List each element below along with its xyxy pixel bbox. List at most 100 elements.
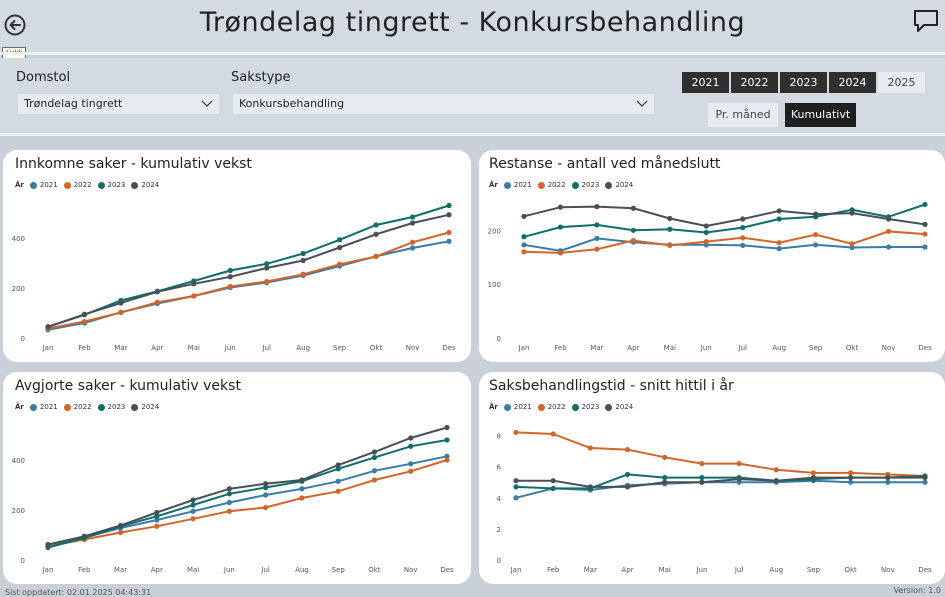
x-tick-label: Aug	[295, 566, 309, 574]
legend-title: År	[15, 181, 24, 189]
data-point-2023	[630, 227, 636, 233]
year-button-2024[interactable]: 2024	[829, 72, 876, 93]
legend-item-2023[interactable]: 2023	[571, 181, 599, 189]
data-point-2023	[513, 484, 519, 490]
legend-label: 2023	[107, 181, 126, 189]
data-point-2024	[409, 220, 416, 226]
x-tick-label: Des	[440, 566, 454, 574]
data-point-2024	[513, 478, 519, 484]
data-point-2024	[922, 474, 928, 481]
year-button-2021[interactable]: 2021	[682, 72, 729, 93]
x-tick-label: Feb	[554, 344, 567, 352]
data-point-2022	[371, 477, 378, 483]
data-point-2024	[624, 484, 631, 490]
data-point-2024	[227, 274, 233, 280]
x-tick-label: Apr	[151, 344, 163, 352]
data-point-2024	[885, 216, 892, 222]
year-button-2025[interactable]: 2025	[878, 72, 925, 93]
series-line-2022	[47, 231, 450, 330]
data-point-2022	[810, 470, 817, 476]
data-point-2024	[740, 216, 746, 222]
legend-label: 2024	[615, 181, 634, 189]
x-tick-label: Nov	[882, 344, 896, 352]
legend-item-2023[interactable]: 2023	[571, 403, 600, 411]
header-bar: Trøndelag tingrett - Konkursbehandling	[0, 0, 945, 52]
data-point-2022	[513, 429, 519, 436]
year-button-2023[interactable]: 2023	[780, 72, 827, 93]
legend-item-2022[interactable]: 2022	[537, 181, 566, 189]
data-point-2023	[703, 229, 709, 236]
y-tick-label: 100	[488, 281, 501, 289]
legend-title: År	[15, 403, 24, 411]
legend-item-2021[interactable]: 2021	[29, 403, 58, 411]
data-point-2023	[335, 466, 341, 472]
x-tick-label: Aug	[296, 344, 310, 352]
y-tick-label: 0	[497, 557, 501, 565]
data-point-2023	[557, 224, 564, 230]
x-tick-label: Sep	[809, 344, 823, 352]
legend-dot	[97, 181, 105, 189]
legend-item-2022[interactable]: 2022	[63, 403, 92, 411]
court-dropdown[interactable]: Trøndelag tingrett	[18, 94, 219, 114]
data-point-2022	[699, 460, 705, 467]
x-tick-label: Jun	[224, 344, 236, 352]
legend-item-2022[interactable]: 2022	[63, 181, 92, 189]
x-tick-label: Aug	[772, 344, 786, 352]
legend-item-2022[interactable]: 2022	[537, 403, 566, 411]
legend-dot	[29, 403, 37, 411]
x-tick-label: Des	[918, 344, 932, 352]
legend-dot	[605, 403, 613, 411]
per-month-button[interactable]: Pr. måned	[708, 103, 778, 127]
last-updated-text: Sist oppdatert: 02.01.2025 04:43:31	[5, 588, 152, 597]
legend-dot	[537, 403, 545, 411]
legend-item-2024[interactable]: 2024	[131, 181, 159, 189]
back-arrow-icon[interactable]	[4, 14, 26, 36]
data-point-2021	[885, 479, 891, 485]
x-tick-label: Sep	[807, 566, 821, 574]
chart-title: Avgjorte saker - kumulativ vekst	[15, 378, 241, 394]
legend-item-2023[interactable]: 2023	[97, 181, 126, 189]
x-tick-label: Sep	[333, 344, 347, 352]
legend-item-2024[interactable]: 2024	[605, 181, 633, 189]
chart-legend: År 2021 2022 2023 2024	[15, 181, 165, 189]
data-point-2021	[849, 244, 855, 251]
legend-item-2024[interactable]: 2024	[605, 403, 633, 411]
data-point-2022	[409, 239, 416, 245]
casetype-dropdown[interactable]: Konkursbehandling	[233, 94, 654, 114]
data-point-2024	[337, 244, 343, 251]
data-point-2024	[885, 474, 891, 481]
data-point-2021	[409, 245, 416, 251]
legend-item-2021[interactable]: 2021	[29, 181, 58, 189]
legend-label: 2022	[547, 181, 566, 189]
chart-legend: År 2021 2022 2023 2024	[15, 403, 165, 411]
version-text: Version: 1.0	[893, 586, 941, 595]
year-button-2022[interactable]: 2022	[731, 72, 778, 93]
court-label: Domstol	[16, 70, 71, 85]
data-point-2022	[190, 516, 196, 522]
legend-dot	[503, 181, 511, 189]
legend-label: 2023	[581, 403, 600, 411]
x-tick-label: Jan	[518, 344, 530, 352]
legend-item-2024[interactable]: 2024	[131, 403, 159, 411]
legend-item-2023[interactable]: 2023	[97, 403, 125, 411]
chevron-down-icon	[636, 100, 648, 107]
legend-item-2021[interactable]: 2021	[503, 403, 532, 411]
y-tick-label: 200	[488, 227, 501, 235]
x-tick-label: Jul	[260, 566, 270, 574]
data-point-2023	[699, 474, 705, 481]
legend-item-2021[interactable]: 2021	[503, 181, 532, 189]
data-point-2022	[446, 229, 452, 236]
data-point-2024	[81, 533, 87, 539]
series-line-2022	[515, 431, 926, 477]
data-point-2023	[594, 222, 600, 228]
data-point-2021	[521, 242, 527, 248]
data-point-2023	[667, 226, 673, 232]
data-point-2022	[335, 488, 341, 494]
comment-icon[interactable]	[913, 9, 939, 33]
data-point-2022	[337, 261, 343, 267]
cumulative-button[interactable]: Kumulativt	[785, 103, 856, 127]
legend-label: 2022	[73, 403, 92, 411]
chart-card-backlog: Restanse - antall ved månedslutt År 2021 2…	[479, 150, 945, 362]
data-point-2022	[408, 468, 414, 474]
legend-dot	[571, 403, 579, 411]
